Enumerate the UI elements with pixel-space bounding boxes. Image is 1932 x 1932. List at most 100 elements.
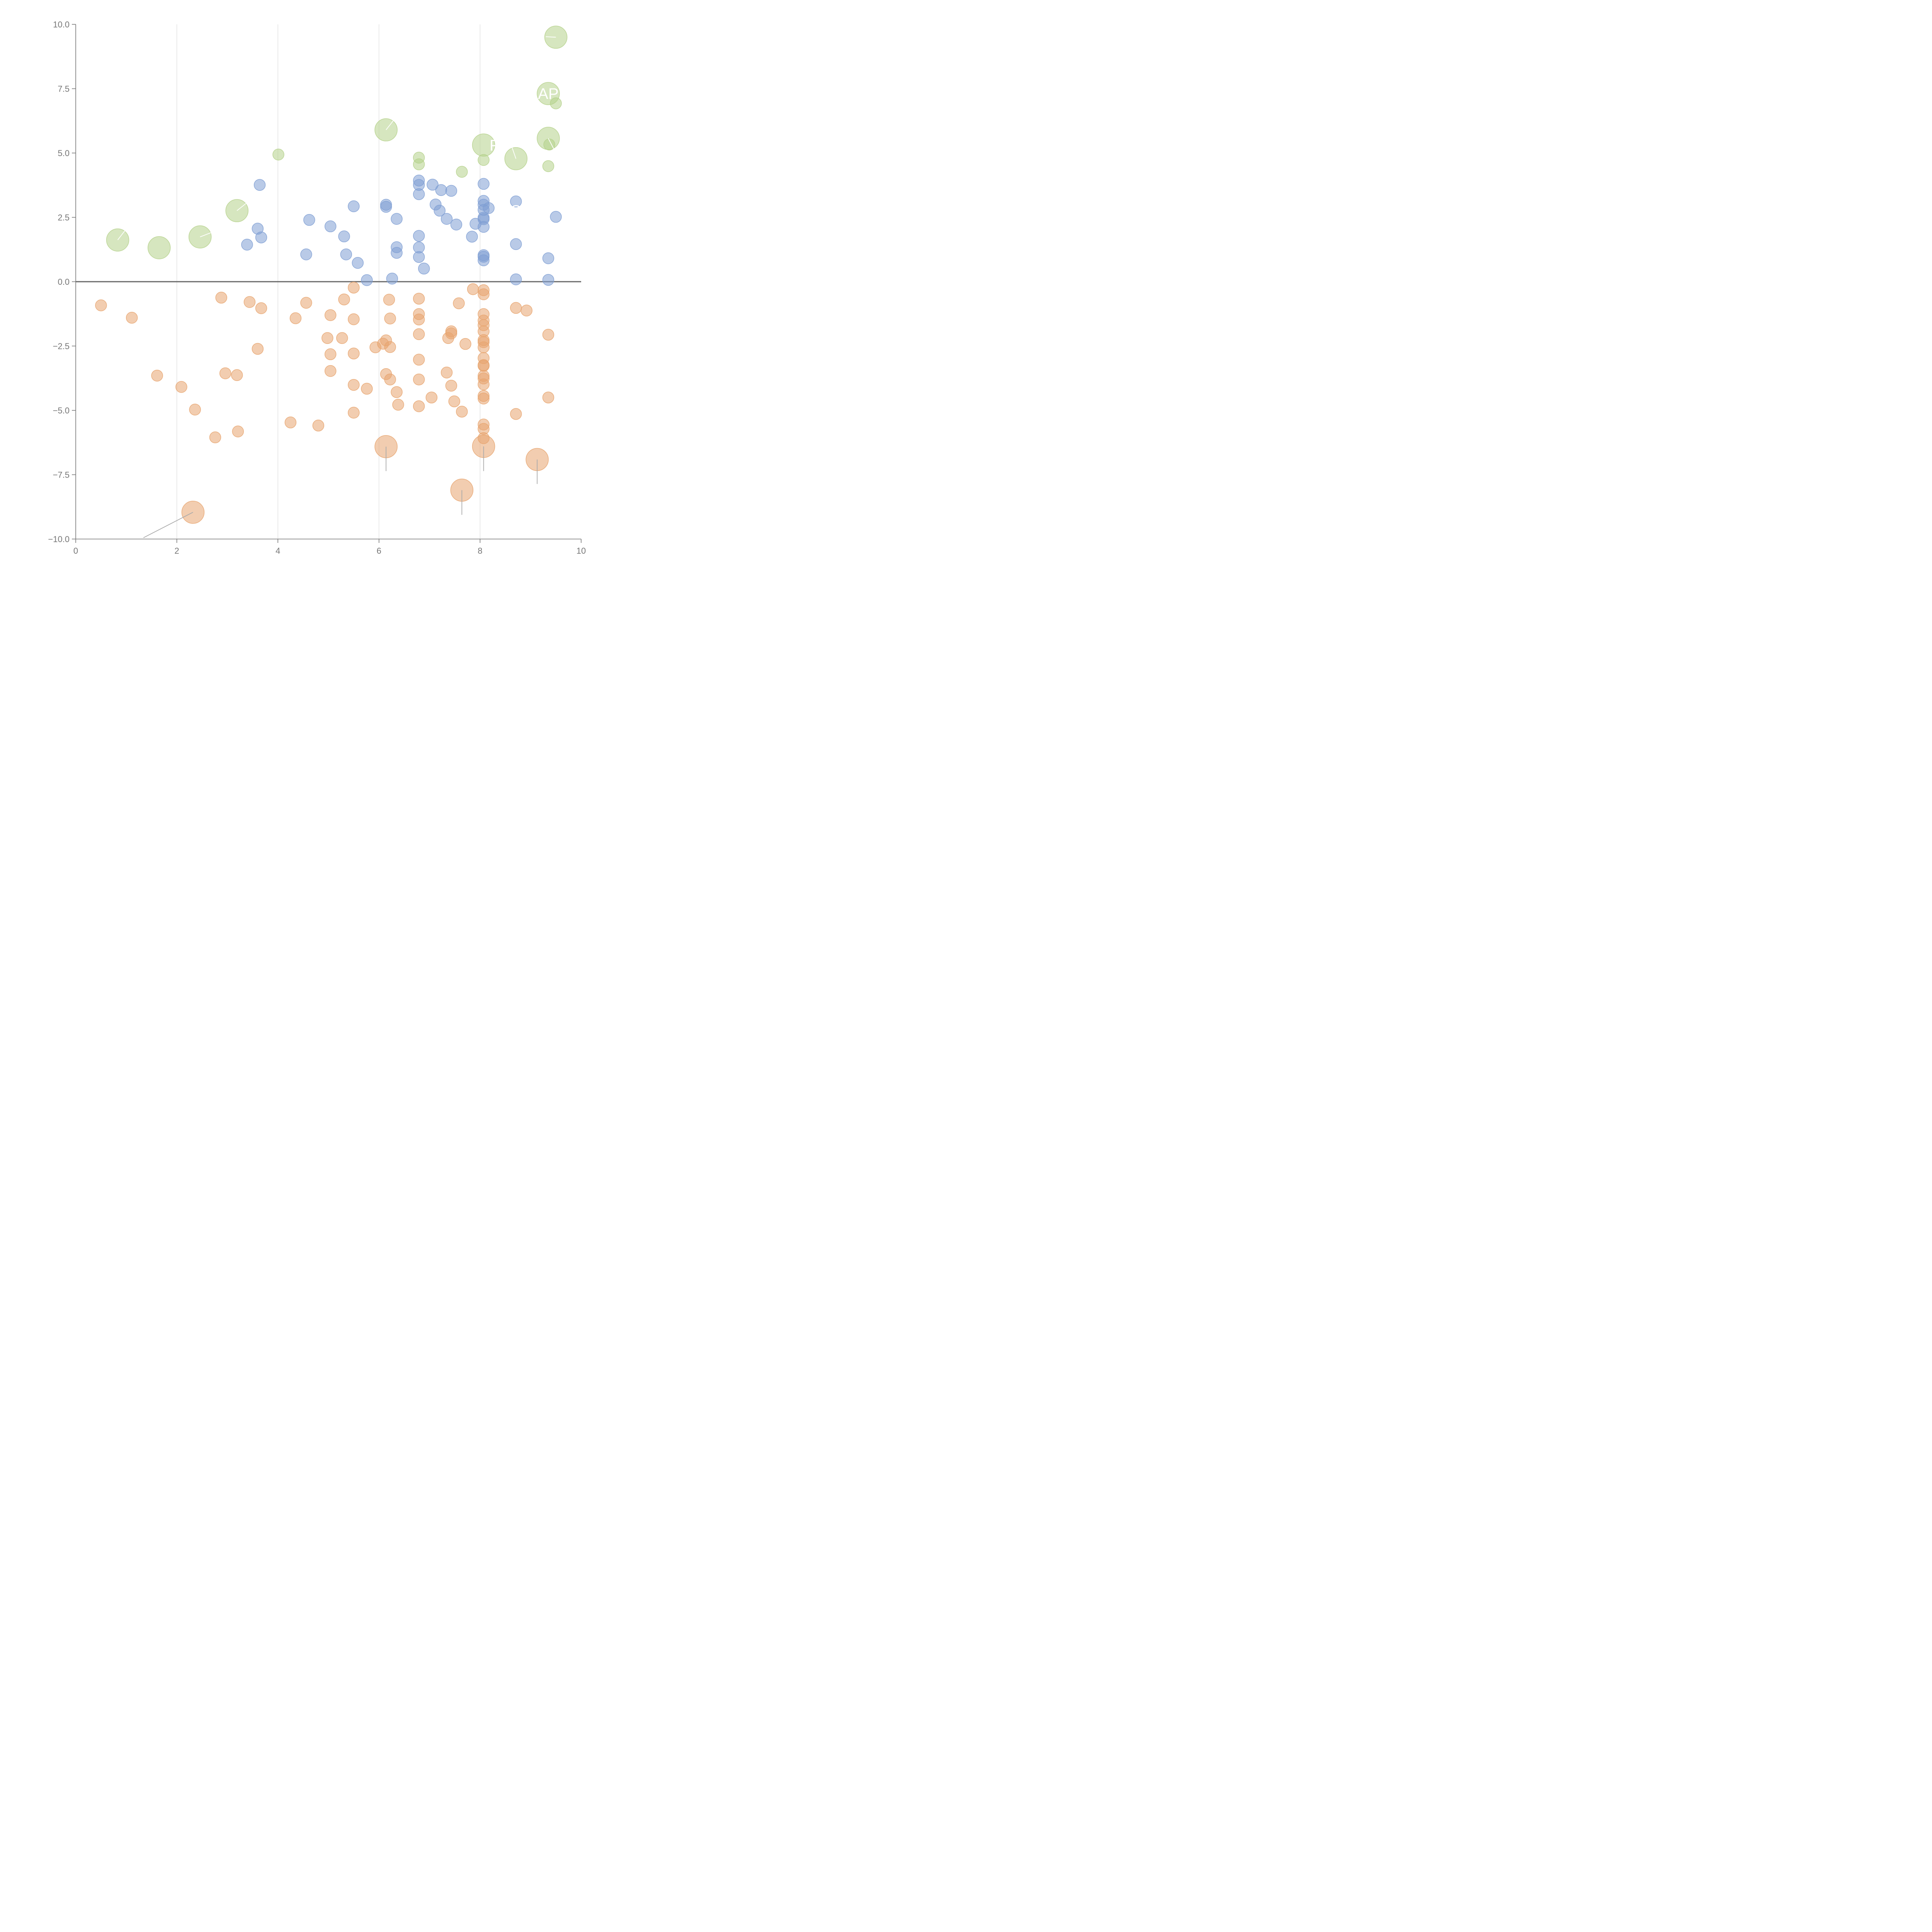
data-point <box>413 251 425 263</box>
y-tick-label: 0.0 <box>58 277 70 287</box>
data-point <box>189 403 201 416</box>
data-point <box>542 160 554 172</box>
data-point <box>340 248 352 260</box>
data-point <box>336 332 348 344</box>
y-tick-label: −10.0 <box>48 534 70 544</box>
data-point <box>391 247 403 259</box>
data-point <box>148 236 171 259</box>
annotations: AP FO G <box>490 85 559 219</box>
annotation-label: AP <box>538 85 558 102</box>
data-point <box>232 425 244 437</box>
leader-line <box>200 230 218 237</box>
data-point <box>413 354 425 366</box>
data-point <box>219 367 231 379</box>
data-point <box>255 302 267 314</box>
x-tick-label: 2 <box>174 546 179 556</box>
data-point <box>542 328 554 341</box>
data-point <box>272 148 284 161</box>
data-point <box>510 273 522 286</box>
data-point <box>231 369 243 381</box>
y-tick-label: −7.5 <box>53 470 70 480</box>
data-point <box>215 292 227 304</box>
data-point <box>338 293 350 306</box>
data-point <box>252 343 264 355</box>
data-point <box>510 238 522 250</box>
x-tick-label: 10 <box>577 546 586 556</box>
data-point <box>418 262 430 275</box>
data-point <box>440 366 453 379</box>
data-point <box>348 406 360 419</box>
data-point <box>413 400 425 412</box>
data-point <box>255 231 267 243</box>
data-point <box>312 420 325 432</box>
data-point <box>209 431 221 444</box>
data-point <box>445 379 457 392</box>
data-point <box>542 274 554 286</box>
data-point <box>321 332 333 344</box>
data-point <box>520 304 532 316</box>
data-point <box>453 297 465 310</box>
annotation-label: FO <box>490 137 511 154</box>
data-point <box>284 417 297 429</box>
data-point <box>478 254 490 266</box>
data-point <box>384 373 396 386</box>
scatter-chart: 10.07.55.02.50.0−2.5−5.0−7.5−10.00 2 4 6 8 10… <box>48 20 586 556</box>
data-point <box>380 201 392 213</box>
data-point <box>435 184 447 196</box>
data-point <box>543 138 555 151</box>
leader-line <box>510 143 517 159</box>
data-point <box>450 218 463 231</box>
leader-line <box>548 138 556 153</box>
data-point <box>151 369 163 382</box>
data-point <box>95 299 107 311</box>
data-point <box>289 312 302 324</box>
data-point <box>413 373 425 386</box>
data-point <box>175 381 187 393</box>
data-point <box>456 166 468 178</box>
leader-line <box>117 228 127 240</box>
data-point <box>483 202 495 214</box>
y-tick-label: −5.0 <box>53 406 70 415</box>
data-point <box>413 293 425 305</box>
data-point <box>413 230 425 242</box>
data-point <box>478 221 490 233</box>
x-tick-label: 8 <box>478 546 482 556</box>
data-point <box>243 296 256 308</box>
y-tick-label: 10.0 <box>53 20 70 29</box>
data-point <box>348 347 360 360</box>
data-point <box>459 338 471 350</box>
axes: 10.0 7.5 5.0 2.5 0.0 −2.5 −5.0 −7.5 −10.00 2 4 6 8 10 <box>48 20 586 556</box>
data-point <box>413 158 425 170</box>
data-point <box>550 211 562 223</box>
data-point <box>427 179 439 191</box>
data-point <box>478 288 490 300</box>
y-tick-label: 2.5 <box>58 213 70 223</box>
data-point <box>391 386 403 398</box>
data-point <box>324 220 337 233</box>
data-point <box>253 179 266 191</box>
data-point <box>542 391 554 403</box>
data-point <box>386 272 398 285</box>
data-point <box>478 341 490 354</box>
x-tick-label: 4 <box>276 546 280 556</box>
data-point <box>348 200 360 213</box>
data-point <box>352 257 364 269</box>
leader-lines <box>117 36 556 538</box>
y-tick-label: 5.0 <box>58 148 70 158</box>
data-point <box>391 213 403 225</box>
data-point <box>542 252 554 264</box>
data-points <box>95 26 568 524</box>
data-point <box>478 154 490 166</box>
data-point <box>510 195 522 207</box>
data-point <box>300 248 312 260</box>
y-tick-label: −2.5 <box>53 342 70 351</box>
data-point <box>478 378 490 390</box>
leader-line <box>236 194 258 211</box>
data-point <box>550 97 562 109</box>
annotation-label: G <box>510 202 522 219</box>
data-point <box>300 297 312 309</box>
data-point <box>413 188 425 200</box>
data-point <box>324 309 337 321</box>
data-point <box>348 282 360 294</box>
data-point <box>440 213 453 225</box>
